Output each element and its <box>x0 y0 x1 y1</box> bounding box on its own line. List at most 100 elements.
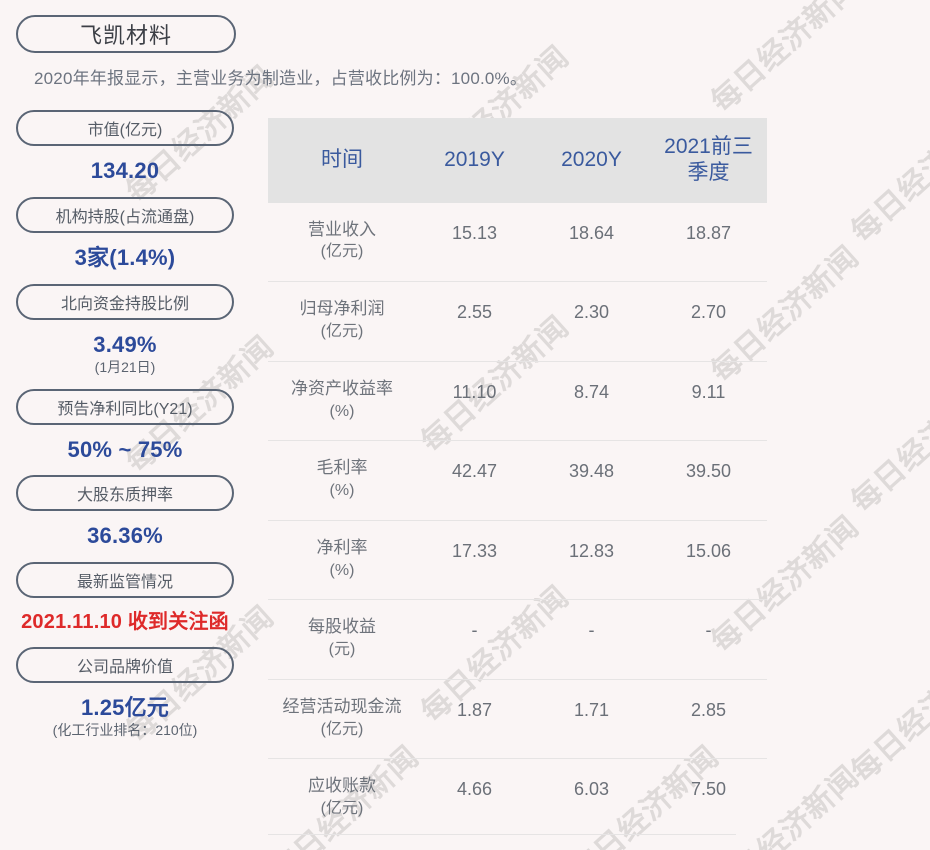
metric-value-main: 3.49% <box>93 331 157 357</box>
metric-label: 公司品牌价值 <box>76 658 173 676</box>
metric-value: 3.49% (1月21日) <box>0 332 250 377</box>
row-label-name: 经营活动现金流 <box>282 696 402 716</box>
metric-label-pill[interactable]: 最新监管情况 <box>16 562 234 599</box>
row-label-unit: (%) <box>329 402 355 420</box>
table-col-header-2019: 2019Y <box>416 118 533 203</box>
metric-block: 预告净利同比(Y21) 50% ~ 75% <box>0 388 250 464</box>
table-cell-value: 6.03 <box>533 758 650 838</box>
table-cell-value: 2.30 <box>533 281 650 362</box>
row-label-unit: (亿元) <box>320 322 364 340</box>
metric-value-main: 1.25亿元 <box>80 694 170 720</box>
table-cell-value: - <box>650 599 767 680</box>
table-row: 营业收入 (亿元) 15.13 18.64 18.87 <box>268 203 767 282</box>
metric-block: 公司品牌价值 1.25亿元 (化工行业排名：210位) <box>0 646 250 740</box>
table-cell-value: 9.11 <box>650 360 767 441</box>
metric-value: 3家(1.4%) <box>0 245 250 272</box>
table-cell-value: 7.50 <box>650 758 767 838</box>
table-cell-value: 39.48 <box>533 440 650 521</box>
table-cell-value: - <box>533 599 650 680</box>
row-label-unit: (亿元) <box>320 800 364 818</box>
table-cell-value: 2.85 <box>650 678 767 759</box>
metrics-column: 市值(亿元) 134.20 机构持股(占流通盘) 3家(1.4%) 北向资金持股比例 3.… <box>0 110 250 752</box>
metric-label-pill[interactable]: 北向资金持股比例 <box>16 283 234 320</box>
table-cell-value: 4.66 <box>416 758 533 838</box>
table-cell-value: 42.47 <box>416 440 533 521</box>
table-cell-value: 17.33 <box>416 519 533 600</box>
row-label-name: 应收账款 <box>308 776 376 796</box>
metric-value-sub: (化工行业排名：210位) <box>52 722 198 739</box>
table-row-label: 净资产收益率 (%) <box>268 360 416 441</box>
metric-label-pill[interactable]: 大股东质押率 <box>16 475 234 512</box>
table-row-label: 归母净利润 (亿元) <box>268 281 416 362</box>
row-label-name: 营业收入 <box>308 219 376 239</box>
row-label-unit: (%) <box>329 561 355 579</box>
metric-label-pill[interactable]: 机构持股(占流通盘) <box>16 196 234 233</box>
table-header-row: 时间 2019Y 2020Y 2021前三季度 <box>268 118 767 203</box>
company-name-label: 飞凯材料 <box>79 23 172 48</box>
table-cell-value: 15.13 <box>451 222 498 243</box>
table-row: 净利率 (%) 17.33 12.83 15.06 <box>268 519 767 600</box>
metric-block: 市值(亿元) 134.20 <box>0 110 250 185</box>
row-label-unit: (%) <box>329 482 355 500</box>
metric-value: 1.25亿元 (化工行业排名：210位) <box>0 695 250 740</box>
table-col-header-2020: 2020Y <box>533 118 650 203</box>
table-cell-value: 1.87 <box>416 678 533 759</box>
table-cell-value: 11.10 <box>416 360 533 441</box>
metric-label: 最新监管情况 <box>76 574 173 592</box>
table-row-label: 经营活动现金流 (亿元) <box>268 678 416 759</box>
metric-value: 50% ~ 75% <box>0 437 250 464</box>
metric-value: 2021.11.10 收到关注函 <box>0 610 250 634</box>
row-label-name: 净利率 <box>316 537 368 557</box>
table-row: 应收账款 (亿元) 4.66 6.03 7.50 <box>268 758 767 838</box>
metric-label-pill[interactable]: 市值(亿元) <box>16 110 234 146</box>
row-label-unit: (亿元) <box>320 243 364 261</box>
metric-value-main: 3家(1.4%) <box>74 244 176 270</box>
table-cell-value: 8.74 <box>533 360 650 441</box>
metric-label-pill[interactable]: 预告净利同比(Y21) <box>16 388 234 425</box>
table-cell-value: 18.87 <box>685 222 732 243</box>
table-cell-value: 15.06 <box>650 519 767 600</box>
table-row-label: 应收账款 (亿元) <box>268 758 416 838</box>
metric-label: 预告净利同比(Y21) <box>57 400 193 418</box>
table-col-header-time: 时间 <box>268 118 416 203</box>
table-row: 归母净利润 (亿元) 2.55 2.30 2.70 <box>268 281 767 362</box>
table-head: 时间 2019Y 2020Y 2021前三季度 <box>268 118 767 203</box>
table-row: 每股收益 (元) - - - <box>268 599 767 680</box>
table-row: 毛利率 (%) 42.47 39.48 39.50 <box>268 440 767 521</box>
metric-block: 机构持股(占流通盘) 3家(1.4%) <box>0 196 250 272</box>
metric-block: 最新监管情况 2021.11.10 收到关注函 <box>0 562 250 634</box>
table-cell-value: 2.70 <box>650 281 767 362</box>
metric-label: 北向资金持股比例 <box>60 295 189 313</box>
table-row: 净资产收益率 (%) 11.10 8.74 9.11 <box>268 360 767 441</box>
metric-value-main: 2021.11.10 收到关注函 <box>21 611 229 634</box>
row-label-name: 每股收益 <box>308 617 376 637</box>
table-row-label: 毛利率 (%) <box>268 440 416 521</box>
table-row-label: 净利率 (%) <box>268 519 416 600</box>
metric-value-main: 134.20 <box>90 158 160 183</box>
metric-value-sub: (1月21日) <box>94 359 156 376</box>
metric-label: 大股东质押率 <box>76 487 173 505</box>
metric-value: 134.20 <box>0 158 250 185</box>
metric-value: 36.36% <box>0 523 250 550</box>
table-row-label: 每股收益 (元) <box>268 599 416 680</box>
table-row: 经营活动现金流 (亿元) 1.87 1.71 2.85 <box>268 678 767 759</box>
company-name-pill: 飞凯材料 <box>16 15 236 53</box>
table-body: 营业收入 (亿元) 15.13 18.64 18.87 归母净利润 (亿元) 2.55 2.30… <box>268 203 767 838</box>
table-cell-value: 18.64 <box>568 222 615 243</box>
metric-label: 机构持股(占流通盘) <box>55 208 195 226</box>
table-cell-value: 1.71 <box>533 678 650 759</box>
metric-label: 市值(亿元) <box>87 122 163 139</box>
table-bottom-divider <box>268 834 736 835</box>
table-cell-value: - <box>416 599 533 680</box>
table-col-header-2021q3: 2021前三季度 <box>650 118 767 203</box>
table-cell-value: 12.83 <box>533 519 650 600</box>
row-label-unit: (元) <box>328 641 356 659</box>
row-label-name: 归母净利润 <box>299 299 385 319</box>
business-summary-text: 2020年年报显示，主营业务为制造业，占营收比例为：100.0%。 <box>34 69 528 88</box>
metric-value-main: 36.36% <box>87 523 163 549</box>
row-label-unit: (亿元) <box>320 720 364 738</box>
row-label-name: 净资产收益率 <box>291 378 393 398</box>
metric-label-pill[interactable]: 公司品牌价值 <box>16 646 234 683</box>
table-cell-value: 2.55 <box>416 281 533 362</box>
